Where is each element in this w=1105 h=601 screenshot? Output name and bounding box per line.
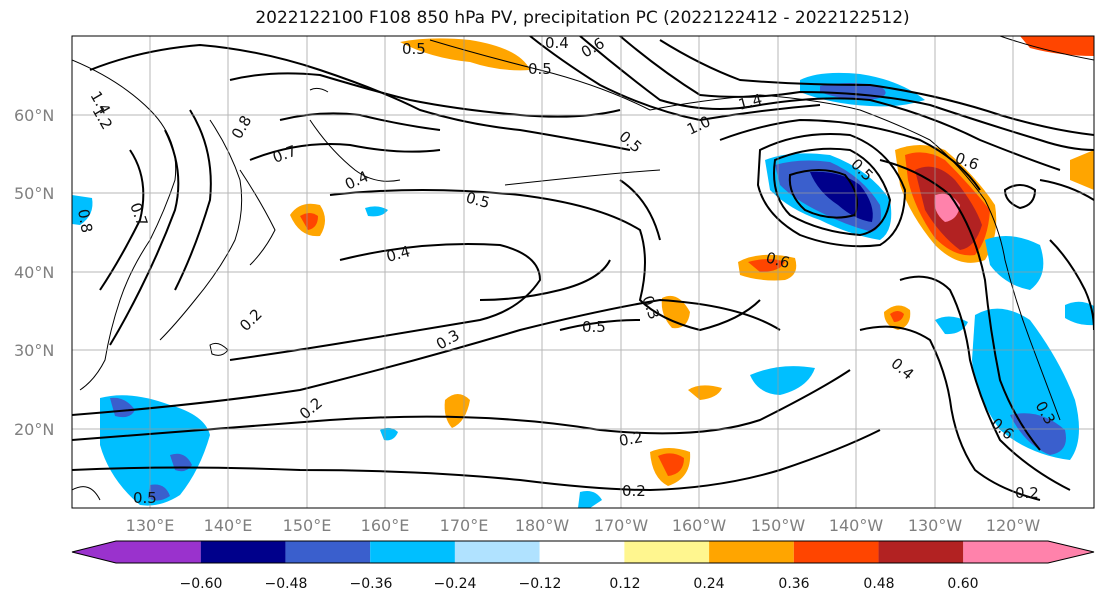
colorbar-swatch [624,541,710,563]
colorbar-tick-label: −0.12 [519,576,562,592]
lon-label: 130°E [126,516,175,535]
colorbar-swatch [116,541,201,563]
colorbar-swatch [370,541,455,563]
contour-label: 0.2 [622,482,646,500]
lon-label: 150°W [751,516,806,535]
lon-label: 170°E [440,516,489,535]
precip-negative-area [1065,301,1094,326]
latitude-labels: 60°N 50°N 40°N 30°N 20°N [14,106,54,439]
contour-label: 0.6 [764,248,792,272]
colorbar-swatch [454,541,540,563]
precip-positive-area [1020,36,1094,56]
lon-label: 140°W [829,516,884,535]
precip-negative-area [1010,413,1066,455]
colorbar-tick-label: −0.36 [350,576,393,592]
colorbar-swatch [793,541,879,563]
lon-label: 130°W [908,516,963,535]
precip-negative-area [750,366,815,395]
precip-positive-area [688,385,722,400]
precip-shading [72,36,1094,508]
colorbar [71,540,1095,564]
colorbar-tick-label: −0.24 [434,576,477,592]
colorbar-tick-label: −0.48 [265,576,308,592]
contour-label: 0.5 [582,318,606,336]
contour-label: 0.2 [1015,484,1039,502]
contour-label: 0.5 [528,60,552,78]
precip-positive-area [300,213,318,230]
precip-positive-area [890,311,904,322]
contour-label: 0.4 [545,34,569,52]
precip-positive-area [1070,150,1094,190]
colorbar-tick-label: −0.60 [180,576,223,592]
colorbar-swatch [878,541,964,563]
precip-negative-area [148,484,170,501]
colorbar-swatch [539,541,625,563]
precip-negative-area [365,206,388,217]
precip-positive-area [748,259,785,272]
lon-label: 140°E [204,516,253,535]
map-frame [71,35,1095,509]
precip-negative-area [578,491,602,508]
contour-label: 0.8 [74,208,96,235]
lat-label: 30°N [14,341,54,360]
colorbar-swatch [1048,541,1094,563]
graticule [72,36,1094,508]
precip-negative-area [100,395,210,506]
colorbar-tick-label: 0.48 [863,576,894,592]
lon-label: 160°W [672,516,727,535]
contour-label: 0.5 [464,188,492,212]
precip-negative-area [72,195,93,225]
contour-label: 0.5 [402,40,426,58]
contour-label: 1.4 [736,90,764,114]
colorbar-swatch [709,541,794,563]
pv-contours [72,36,1094,501]
precip-positive-area [658,453,684,476]
precip-positive-area [400,38,530,71]
lon-label: 160°E [361,516,410,535]
colorbar-tick-label: 0.24 [693,576,724,592]
colorbar-tick-label: 0.60 [947,576,978,592]
lon-label: 120°W [986,516,1041,535]
contour-label: 0.2 [618,428,645,450]
lon-label: 180°W [515,516,570,535]
colorbar-tick-label: 0.12 [609,576,640,592]
colorbar-swatch [200,541,286,563]
colorbar-swatch [285,541,371,563]
precip-negative-area [985,236,1044,290]
lat-label: 40°N [14,263,54,282]
colorbar-swatch [72,541,116,563]
colorbar-swatch [963,541,1048,563]
lat-label: 60°N [14,106,54,125]
colorbar-ticks: −0.60 −0.48 −0.36 −0.24 −0.12 0.12 0.24 … [180,576,979,592]
colorbar-outline [71,540,1095,564]
lat-label: 50°N [14,184,54,203]
longitude-labels: 130°E 140°E 150°E 160°E 170°E 180°W 170°… [126,516,1041,535]
figure-title: 2022122100 F108 850 hPa PV, precipitatio… [255,8,910,28]
lon-label: 150°E [283,516,332,535]
contour-label: 0.5 [133,489,157,507]
precip-negative-area [935,316,968,335]
lat-label: 20°N [14,420,54,439]
colorbar-tick-label: 0.36 [778,576,809,592]
contour-label: 0.4 [384,242,412,266]
lon-label: 170°W [594,516,649,535]
